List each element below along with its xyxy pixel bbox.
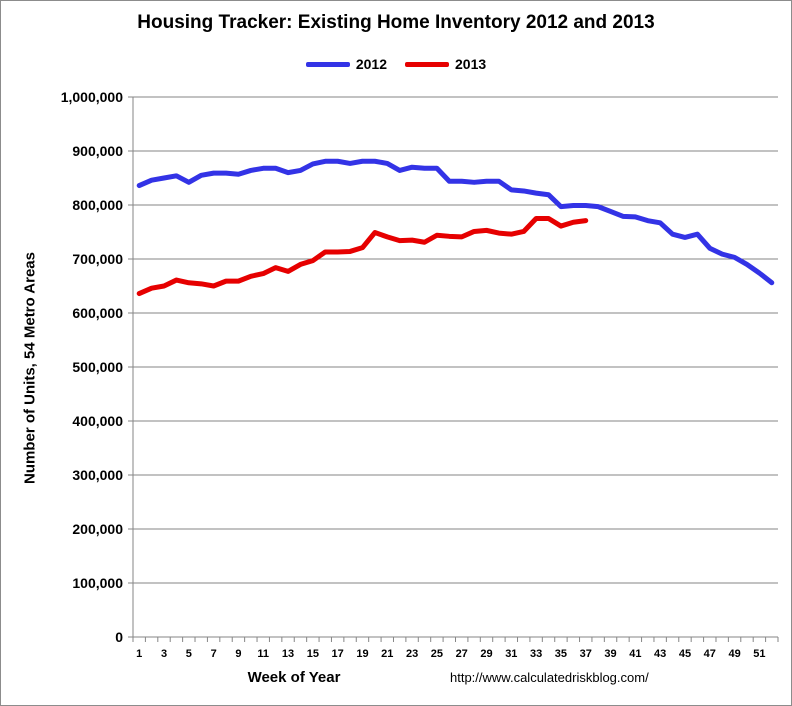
legend-item-2013: 2013 [405, 56, 486, 72]
x-tick-label: 5 [186, 648, 192, 660]
x-tick-label: 21 [381, 648, 393, 660]
legend-label-2012: 2012 [355, 56, 387, 72]
x-tick-label: 11 [257, 648, 269, 660]
x-tick-label: 29 [480, 648, 492, 660]
y-tick-label: 0 [115, 629, 123, 645]
x-tick-label: 1 [136, 648, 142, 660]
legend-item-2012: 2012 [305, 56, 387, 72]
legend-swatch-2012 [305, 61, 350, 67]
x-tick-label: 19 [356, 648, 368, 660]
x-tick-label: 13 [282, 648, 294, 660]
x-tick-label: 27 [456, 648, 468, 660]
y-tick-label: 200,000 [72, 521, 123, 537]
x-tick-label: 3 [161, 648, 167, 660]
x-tick-label: 39 [604, 648, 616, 660]
x-tick-label: 33 [530, 648, 542, 660]
y-tick-label: 400,000 [72, 413, 123, 429]
y-tick-label: 1,000,000 [61, 89, 123, 105]
x-tick-label: 43 [654, 648, 666, 660]
y-tick-label: 300,000 [72, 467, 123, 483]
x-tick-label: 17 [332, 648, 344, 660]
x-tick-label: 47 [704, 648, 716, 660]
x-tick-label: 25 [431, 648, 443, 660]
x-tick-label: 23 [406, 648, 418, 660]
series-line-2013 [136, 216, 589, 297]
chart-title: Housing Tracker: Existing Home Inventory… [137, 12, 655, 33]
x-tick-label: 15 [307, 648, 319, 660]
legend-label-2013: 2013 [455, 56, 487, 72]
y-tick-label: 900,000 [72, 143, 123, 159]
x-tick-label: 41 [629, 648, 641, 660]
x-tick-label: 35 [555, 648, 567, 660]
y-tick-label: 800,000 [72, 197, 123, 213]
x-tick-label: 51 [753, 648, 765, 660]
x-axis-label: Week of Year [247, 669, 341, 686]
chart-legend: 2012 2013 [0, 56, 792, 72]
x-tick-label: 49 [728, 648, 740, 660]
legend-swatch-2013 [405, 61, 449, 67]
x-tick-label: 7 [211, 648, 217, 660]
y-tick-label: 700,000 [72, 251, 123, 267]
source-url: http://www.calculatedriskblog.com/ [450, 670, 649, 685]
x-tick-label: 31 [505, 648, 517, 660]
x-tick-label: 9 [235, 648, 241, 660]
series-line-2012 [136, 158, 775, 286]
y-tick-label: 500,000 [72, 359, 123, 375]
y-tick-label: 100,000 [72, 575, 123, 591]
x-tick-label: 45 [679, 648, 691, 660]
x-tick-label: 37 [580, 648, 592, 660]
y-tick-label: 600,000 [72, 305, 123, 321]
